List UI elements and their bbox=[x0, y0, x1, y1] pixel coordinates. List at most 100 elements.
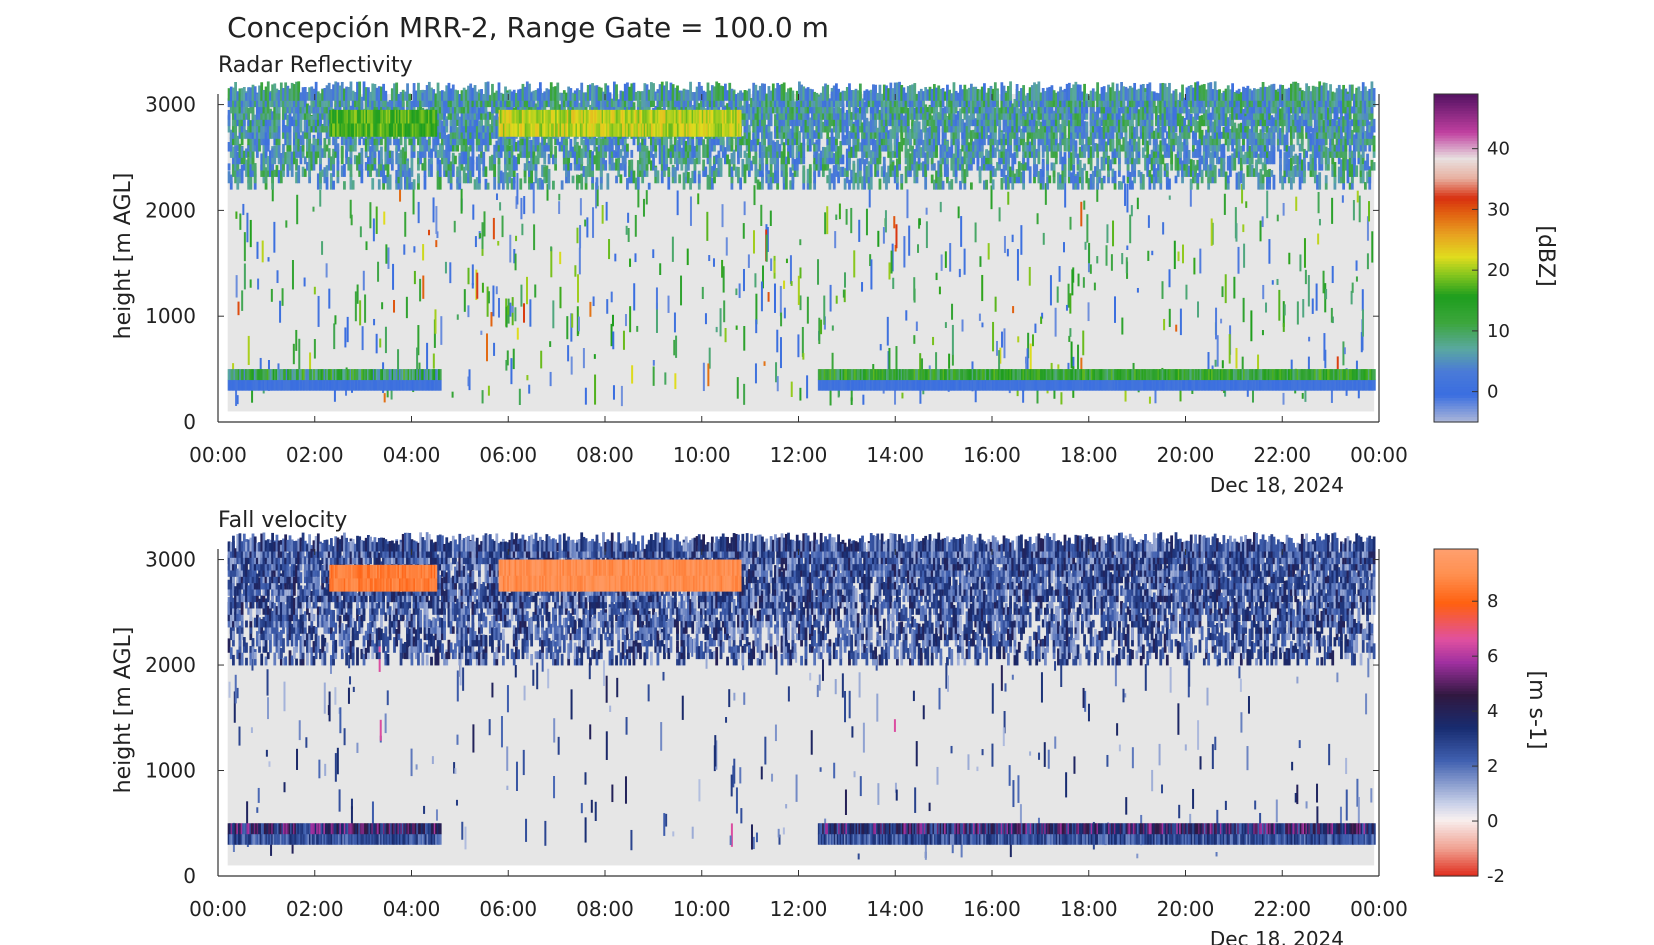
noise-cell bbox=[361, 326, 364, 351]
heatmap-cell bbox=[299, 154, 303, 165]
heatmap-cell bbox=[312, 96, 316, 108]
noise-cell bbox=[1028, 266, 1031, 286]
noise-cell bbox=[676, 190, 679, 216]
heatmap-cell bbox=[249, 96, 253, 108]
heatmap-cell bbox=[480, 119, 483, 127]
heatmap-cell bbox=[486, 182, 490, 190]
heatmap-cell bbox=[743, 90, 747, 101]
heatmap-cell bbox=[660, 81, 664, 101]
heatmap-cell bbox=[582, 139, 586, 158]
heatmap-cell bbox=[543, 146, 547, 158]
heatmap-cell bbox=[395, 136, 399, 146]
heatmap-cell bbox=[702, 159, 706, 171]
heatmap-cell bbox=[253, 114, 257, 127]
heatmap-cell bbox=[645, 99, 649, 108]
heatmap-cell bbox=[608, 133, 612, 146]
heatmap-cell bbox=[306, 121, 309, 133]
heatmap-cell bbox=[432, 101, 436, 114]
noise-cell bbox=[612, 385, 615, 400]
heatmap-cell bbox=[282, 101, 285, 120]
heatmap-cell bbox=[617, 99, 621, 108]
heatmap-cell bbox=[554, 146, 557, 158]
heatmap-cell bbox=[340, 147, 344, 158]
noise-cell bbox=[961, 319, 964, 332]
heatmap-cell bbox=[343, 88, 346, 101]
heatmap-cell bbox=[467, 146, 470, 158]
heatmap-cell bbox=[419, 139, 423, 152]
heatmap-cell bbox=[621, 155, 625, 171]
noise-cell bbox=[1350, 290, 1353, 305]
heatmap-cell bbox=[362, 138, 366, 146]
noise-cell bbox=[422, 244, 425, 261]
heatmap-cell bbox=[719, 141, 723, 152]
heatmap-cell bbox=[532, 94, 536, 108]
heatmap-cell bbox=[528, 180, 531, 190]
heatmap-cell bbox=[667, 172, 671, 190]
heatmap-cell bbox=[393, 83, 396, 101]
heatmap-cell bbox=[449, 143, 453, 152]
heatmap-cell bbox=[710, 95, 714, 108]
heatmap-cell bbox=[761, 107, 764, 120]
heatmap-cell bbox=[310, 116, 314, 127]
heatmap-cell bbox=[652, 96, 655, 108]
heatmap-cell bbox=[708, 103, 712, 114]
heatmap-cell bbox=[767, 147, 771, 158]
heatmap-cell bbox=[264, 178, 268, 190]
heatmap-cell bbox=[517, 153, 520, 165]
noise-cell bbox=[434, 309, 437, 334]
heatmap-cell bbox=[761, 134, 764, 146]
heatmap-cell bbox=[813, 180, 817, 190]
heatmap-cell bbox=[565, 99, 568, 108]
heatmap-cell bbox=[543, 97, 547, 114]
heatmap-cell bbox=[295, 158, 298, 171]
noise-cell bbox=[1318, 218, 1321, 226]
noise-cell bbox=[1040, 316, 1043, 324]
heatmap-cell bbox=[565, 160, 568, 171]
heatmap-cell bbox=[253, 163, 257, 177]
heatmap-cell bbox=[793, 121, 797, 133]
noise-cell bbox=[1358, 195, 1361, 223]
noise-cell bbox=[589, 301, 592, 317]
heatmap-cell bbox=[612, 162, 616, 171]
heatmap-cell bbox=[299, 92, 303, 101]
heatmap-cell bbox=[747, 88, 751, 101]
heatmap-cell bbox=[395, 169, 399, 184]
heatmap-cell bbox=[438, 123, 442, 133]
noise-cell bbox=[1147, 250, 1150, 261]
heatmap-cell bbox=[626, 143, 629, 152]
heatmap-cell bbox=[364, 162, 368, 171]
noise-cell bbox=[664, 372, 667, 385]
heatmap-cell bbox=[769, 182, 773, 190]
noise-cell bbox=[799, 387, 802, 401]
noise-cell bbox=[1366, 253, 1369, 270]
heatmap-cell bbox=[377, 163, 381, 177]
noise-cell bbox=[919, 353, 922, 381]
heatmap-cell bbox=[336, 82, 340, 101]
heatmap-cell bbox=[817, 115, 821, 133]
heatmap-cell bbox=[232, 121, 235, 133]
heatmap-cell bbox=[693, 158, 697, 171]
noise-cell bbox=[1360, 332, 1363, 353]
heatmap-cell bbox=[493, 157, 497, 177]
heatmap-cell bbox=[336, 143, 340, 152]
heatmap-cell bbox=[271, 177, 274, 190]
heatmap-cell bbox=[234, 82, 237, 101]
heatmap-cell bbox=[284, 152, 288, 165]
heatmap-cell bbox=[478, 93, 481, 101]
heatmap-cell bbox=[741, 159, 745, 177]
heatmap-cell bbox=[229, 137, 233, 146]
heatmap-cell bbox=[811, 99, 814, 108]
heatmap-cell bbox=[245, 148, 248, 158]
heatmap-cell bbox=[612, 100, 616, 108]
heatmap-cell bbox=[780, 97, 784, 114]
heatmap-cell bbox=[303, 168, 307, 177]
noise-cell bbox=[779, 285, 782, 317]
noise-cell bbox=[1168, 269, 1171, 288]
heatmap-cell bbox=[345, 143, 349, 152]
noise-cell bbox=[1308, 336, 1311, 342]
noise-cell bbox=[1026, 348, 1029, 380]
heatmap-cell bbox=[458, 156, 462, 165]
noise-cell bbox=[915, 321, 918, 331]
noise-cell bbox=[1311, 298, 1314, 314]
noise-cell bbox=[776, 329, 779, 353]
